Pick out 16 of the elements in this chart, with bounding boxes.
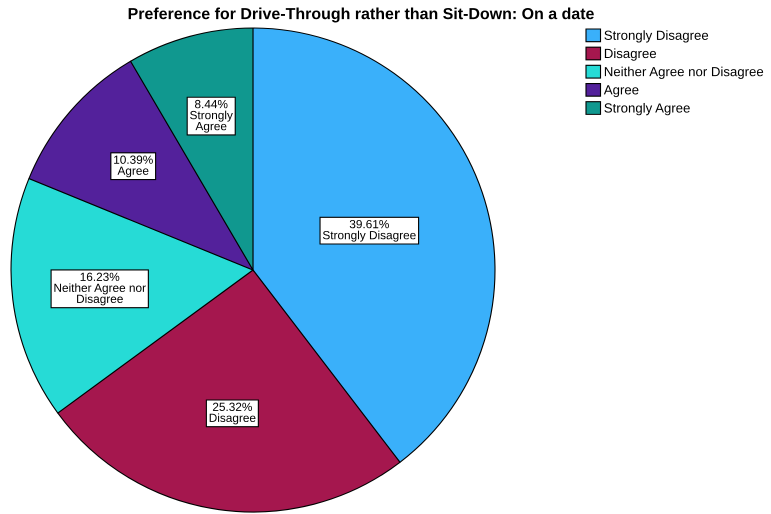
legend-label: Strongly Agree (604, 102, 690, 116)
slice-label: Strongly Disagree (322, 230, 416, 242)
data-label: 16.23% (80, 272, 120, 282)
data-label: 25.32% (212, 402, 252, 412)
data-label: 39.61% (350, 220, 389, 228)
slice-label: Strongly Agree (190, 110, 233, 133)
slice-label: Agree (118, 166, 148, 178)
legend-label: Agree (604, 85, 638, 98)
legend-label: Disagree (604, 48, 656, 61)
slice-label: Neither Agree nor Disagree (54, 283, 146, 306)
legend-label: Neither Agree nor Disagree (604, 66, 764, 79)
legend-label: Strongly Disagree (604, 30, 708, 43)
chart-title: Preference for Drive-Through rather than Sit-Down: On a date (128, 8, 594, 22)
data-label: 10.39% (114, 156, 153, 164)
data-label: 8.44% (194, 100, 228, 108)
slice-label: Disagree (210, 413, 256, 424)
